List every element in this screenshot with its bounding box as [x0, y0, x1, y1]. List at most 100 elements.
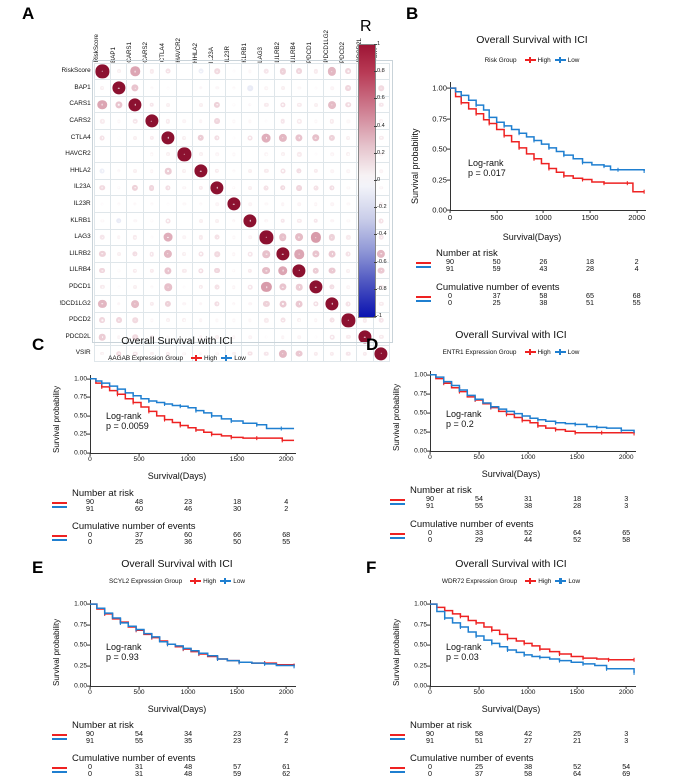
corr-dot: [198, 267, 204, 274]
risk-number-high: 60: [184, 530, 193, 539]
y-tickmark: [427, 624, 430, 625]
corr-cell: [372, 95, 391, 114]
corr-cell: [175, 228, 194, 247]
corr-cell: [159, 95, 177, 114]
corr-cell: [339, 261, 358, 280]
risk-number-column: 48 48: [184, 763, 192, 778]
risk-number-column: 65 51: [586, 292, 594, 307]
corr-cell: [110, 162, 128, 180]
km-legend-high: High: [538, 578, 552, 585]
corr-cell: [339, 178, 358, 197]
corr-cell: [306, 162, 325, 180]
corr-cell: [290, 245, 308, 263]
corr-cell: [110, 195, 128, 214]
corr-row-label: PDCD1: [69, 282, 91, 290]
corr-dot: [182, 235, 187, 240]
corr-dot: [116, 335, 121, 339]
corr-cell: [323, 311, 341, 330]
corr-dot: [210, 181, 224, 195]
corr-cell: [208, 178, 226, 197]
risk-number-low: 28: [586, 264, 594, 274]
corr-cell: [159, 129, 177, 147]
km-title: Overall Survival with ICI: [121, 335, 233, 347]
corr-dot: [247, 284, 253, 290]
legend-swatch-low: [555, 577, 567, 585]
x-tickmark: [625, 451, 627, 454]
corr-dot: [314, 119, 318, 123]
y-tick-label: 0.50: [74, 412, 87, 420]
x-axis-label: Survival(Days): [502, 232, 562, 242]
corr-cell: [110, 261, 128, 280]
corr-cell: [159, 294, 177, 313]
corr-col-label: IL23R: [224, 46, 232, 63]
corr-cell: [257, 62, 276, 81]
corr-cell: [208, 62, 226, 81]
corr-cell: [175, 261, 194, 280]
risk-number-low: 31: [135, 769, 144, 779]
corr-cell: [175, 245, 194, 263]
corr-dot: [248, 235, 252, 240]
risk-number-low: 37: [475, 769, 484, 779]
x-tickmark: [576, 686, 578, 689]
legend-tickmark: [374, 152, 377, 154]
corr-cell: [372, 311, 391, 330]
corr-cell: [159, 228, 177, 247]
corr-dot: [379, 152, 384, 157]
corr-dot: [97, 99, 108, 110]
corr-dot: [248, 301, 252, 306]
corr-dot: [328, 250, 336, 258]
corr-dot: [377, 267, 385, 275]
corr-cell: [175, 162, 194, 180]
x-tickmark: [285, 686, 287, 689]
corr-dot: [330, 86, 334, 90]
corr-cell: [175, 344, 194, 363]
corr-cell: [110, 95, 128, 114]
corr-cell: [306, 145, 325, 164]
corr-cell: [274, 178, 292, 197]
corr-cell: [241, 261, 259, 280]
corr-cell: [192, 129, 210, 147]
corr-cell: [290, 228, 308, 247]
corr-cell: [241, 245, 259, 263]
risk-number-high: 54: [135, 729, 144, 738]
risk-number-column: 23 23: [233, 730, 241, 745]
y-tick-label: 0.00: [74, 682, 87, 690]
corr-dot: [198, 152, 203, 157]
corr-cell: [339, 344, 358, 363]
risk-table-title: Number at risk: [72, 488, 134, 499]
y-tickmark: [427, 685, 430, 687]
km-legend: WDR72 Expression Group High Low: [348, 577, 674, 585]
corr-dot: [215, 318, 219, 322]
events-table-title: Cumulative number of events: [72, 521, 196, 532]
corr-dot: [197, 134, 205, 142]
corr-dot: [264, 351, 269, 356]
corr-dot: [310, 232, 321, 243]
panel-letter-d: D: [366, 335, 379, 354]
corr-dot: [313, 301, 319, 307]
corr-dot: [99, 250, 106, 258]
corr-dot: [295, 233, 304, 242]
corr-dot: [327, 67, 337, 76]
corr-dot: [182, 119, 187, 124]
corr-dot: [374, 346, 388, 361]
corr-cell: [241, 212, 259, 230]
corr-cell: [306, 228, 325, 247]
corr-cell: [241, 62, 259, 81]
corr-cell: [257, 245, 276, 263]
y-tickmark: [87, 378, 90, 380]
corr-cell: [274, 195, 292, 214]
risk-number-column: 60 36: [184, 531, 192, 546]
logrank-label: Log-rank: [468, 158, 504, 168]
corr-dot: [164, 167, 172, 175]
risk-table-title: Number at risk: [436, 248, 498, 259]
corr-dot: [149, 69, 154, 74]
corr-dot: [100, 219, 104, 223]
corr-row-label: LILRB2: [69, 249, 91, 257]
x-tick-label: 0: [428, 689, 432, 696]
corr-cell: [175, 79, 194, 97]
corr-dot: [346, 202, 351, 206]
corr-dot: [346, 152, 351, 157]
corr-dot: [99, 317, 106, 324]
corr-dot: [149, 268, 154, 273]
